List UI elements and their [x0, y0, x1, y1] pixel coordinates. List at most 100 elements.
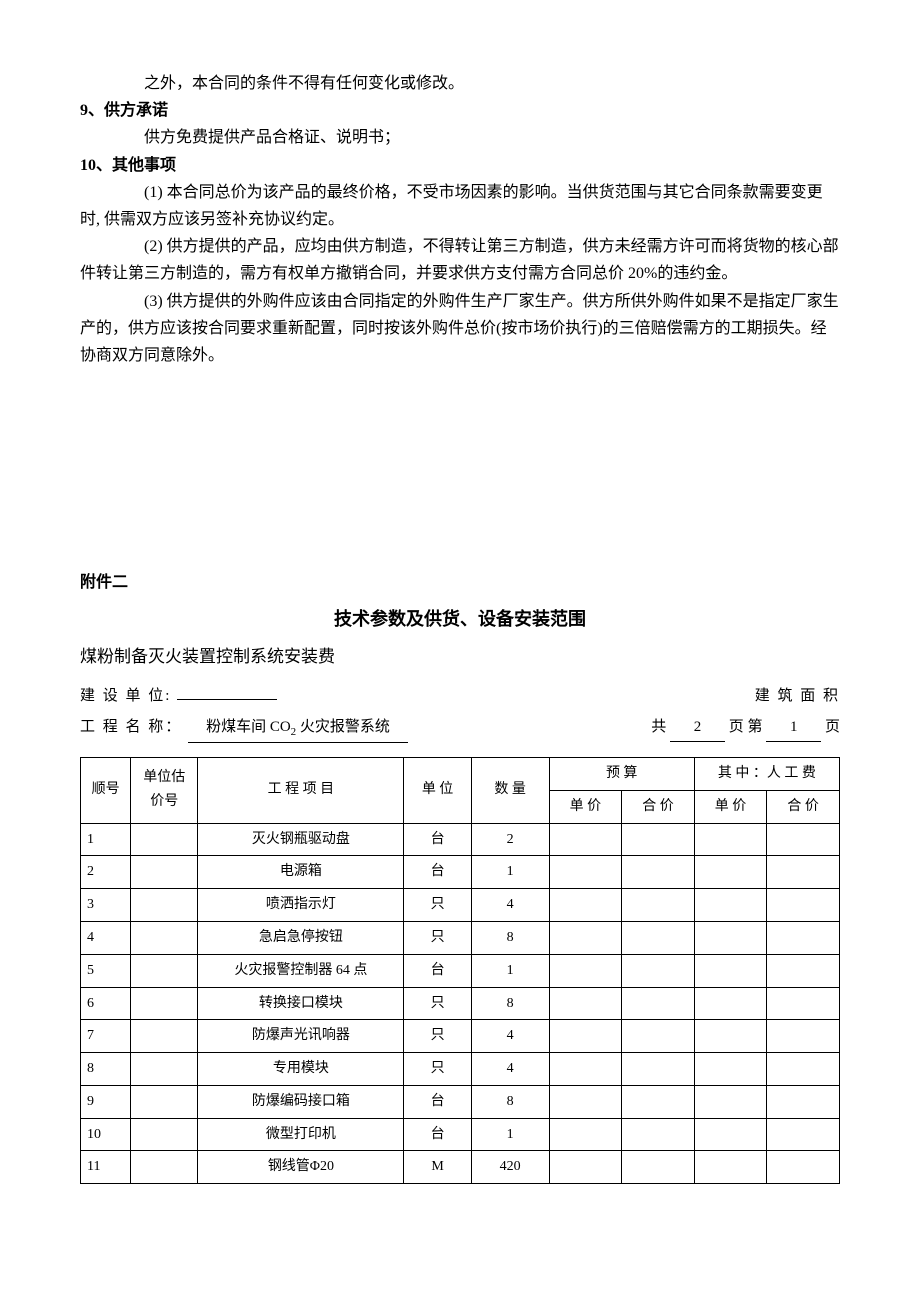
cell-proj: 电源箱 — [198, 856, 404, 889]
cell-unit: 只 — [404, 889, 471, 922]
cell-price — [767, 889, 840, 922]
cell-unit: 只 — [404, 1020, 471, 1053]
th-qty: 数 量 — [471, 757, 549, 823]
cell-unit: 台 — [404, 856, 471, 889]
cell-est — [131, 954, 198, 987]
cell-proj: 灭火钢瓶驱动盘 — [198, 823, 404, 856]
cell-est — [131, 1118, 198, 1151]
table-row: 6 转换接口模块只8 — [81, 987, 840, 1020]
cell-unit: 只 — [404, 1053, 471, 1086]
cell-price — [622, 921, 695, 954]
area-label: 建 筑 面 积 — [755, 684, 840, 710]
table-row: 3喷洒指示灯只4 — [81, 889, 840, 922]
cell-price — [767, 1151, 840, 1184]
project-value: 粉煤车间 CO2 火灾报警系统 — [188, 715, 408, 743]
cell-est — [131, 856, 198, 889]
cell-price — [549, 1118, 622, 1151]
th-labor: 其 中 ：人 工 费 — [694, 757, 839, 790]
cell-seq: 1 — [81, 823, 131, 856]
cell-proj: 火灾报警控制器 64 点 — [198, 954, 404, 987]
th-labor-unit-price: 单 价 — [694, 790, 767, 823]
cell-proj: 转换接口模块 — [198, 987, 404, 1020]
cell-qty: 1 — [471, 856, 549, 889]
cell-est — [131, 987, 198, 1020]
cell-price — [767, 1020, 840, 1053]
cell-price — [694, 1085, 767, 1118]
cell-price — [694, 987, 767, 1020]
cell-proj: 钢线管Φ20 — [198, 1151, 404, 1184]
cell-price — [549, 823, 622, 856]
page-suffix: 页 — [825, 719, 840, 735]
table-row: 11钢线管Φ20M420 — [81, 1151, 840, 1184]
cell-price — [767, 954, 840, 987]
cell-qty: 2 — [471, 823, 549, 856]
cell-price — [694, 823, 767, 856]
cell-seq: 4 — [81, 921, 131, 954]
cell-price — [767, 1118, 840, 1151]
cell-proj: 专用模块 — [198, 1053, 404, 1086]
cell-price — [694, 1151, 767, 1184]
page-prefix: 共 — [651, 719, 666, 735]
cell-est — [131, 1053, 198, 1086]
cell-seq: 3 — [81, 889, 131, 922]
th-proj: 工 程 项 目 — [198, 757, 404, 823]
th-seq: 顺号 — [81, 757, 131, 823]
cell-unit: 台 — [404, 823, 471, 856]
cell-qty: 4 — [471, 1053, 549, 1086]
section-9-p1: 供方免费提供产品合格证、说明书； — [80, 124, 840, 151]
cell-qty: 4 — [471, 1020, 549, 1053]
cell-est — [131, 1085, 198, 1118]
cell-price — [767, 823, 840, 856]
table-row: 5火灾报警控制器 64 点台1 — [81, 954, 840, 987]
cell-price — [622, 1020, 695, 1053]
project-value-suffix: 火灾报警系统 — [296, 719, 390, 735]
table-row: 10微型打印机台1 — [81, 1118, 840, 1151]
page-current: 1 — [766, 715, 821, 742]
cell-price — [767, 921, 840, 954]
cell-seq: 2 — [81, 856, 131, 889]
table-row: 1 灭火钢瓶驱动盘台2 — [81, 823, 840, 856]
cell-price — [549, 1053, 622, 1086]
table-row: 9防爆编码接口箱台8 — [81, 1085, 840, 1118]
paragraph-continuation: 之外，本合同的条件不得有任何变化或修改。 — [80, 70, 840, 97]
attachment-title: 技术参数及供货、设备安装范围 — [80, 604, 840, 635]
cell-est — [131, 921, 198, 954]
cell-price — [622, 1118, 695, 1151]
th-budget-unit-price: 单 价 — [549, 790, 622, 823]
cell-est — [131, 823, 198, 856]
cell-seq: 7 — [81, 1020, 131, 1053]
section-10-heading: 10、其他事项 — [80, 152, 840, 179]
cell-price — [694, 1020, 767, 1053]
table-row: 8专用模块只4 — [81, 1053, 840, 1086]
cell-price — [622, 954, 695, 987]
section-10-p1: (1) 本合同总价为该产品的最终价格，不受市场因素的影响。当供货范围与其它合同条… — [80, 179, 840, 233]
cell-price — [549, 856, 622, 889]
cell-est — [131, 889, 198, 922]
project-label: 工 程 名 称： — [80, 719, 182, 735]
cell-proj: 急启急停按钮 — [198, 921, 404, 954]
cell-proj: 微型打印机 — [198, 1118, 404, 1151]
cell-seq: 10 — [81, 1118, 131, 1151]
cell-seq: 9 — [81, 1085, 131, 1118]
cell-qty: 1 — [471, 1118, 549, 1151]
cell-qty: 8 — [471, 1085, 549, 1118]
th-budget-total-price: 合 价 — [622, 790, 695, 823]
cell-unit: 台 — [404, 1085, 471, 1118]
section-10-p2: (2) 供方提供的产品，应均由供方制造，不得转让第三方制造，供方未经需方许可而将… — [80, 233, 840, 287]
th-budget: 预 算 — [549, 757, 694, 790]
cell-price — [694, 954, 767, 987]
cell-qty: 8 — [471, 987, 549, 1020]
cell-price — [622, 856, 695, 889]
cell-price — [767, 856, 840, 889]
cell-unit: 只 — [404, 987, 471, 1020]
build-unit-value — [177, 699, 277, 700]
cell-price — [622, 823, 695, 856]
cell-seq: 5 — [81, 954, 131, 987]
cell-seq: 6 — [81, 987, 131, 1020]
th-unit: 单 位 — [404, 757, 471, 823]
page-total: 2 — [670, 715, 725, 742]
table-row: 7防爆声光讯响器只4 — [81, 1020, 840, 1053]
meta-row-2: 工 程 名 称： 粉煤车间 CO2 火灾报警系统 共 2 页 第 1 页 — [80, 715, 840, 743]
cell-price — [694, 856, 767, 889]
cell-price — [549, 954, 622, 987]
